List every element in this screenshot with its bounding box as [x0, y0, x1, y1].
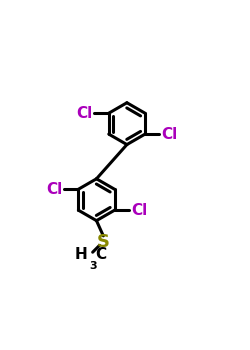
- Text: S: S: [97, 232, 110, 251]
- Text: Cl: Cl: [76, 106, 92, 121]
- Text: Cl: Cl: [161, 127, 178, 142]
- Text: 3: 3: [89, 261, 96, 271]
- Text: H: H: [74, 247, 87, 261]
- Text: Cl: Cl: [131, 203, 147, 218]
- Text: C: C: [96, 247, 107, 261]
- Text: Cl: Cl: [46, 182, 62, 197]
